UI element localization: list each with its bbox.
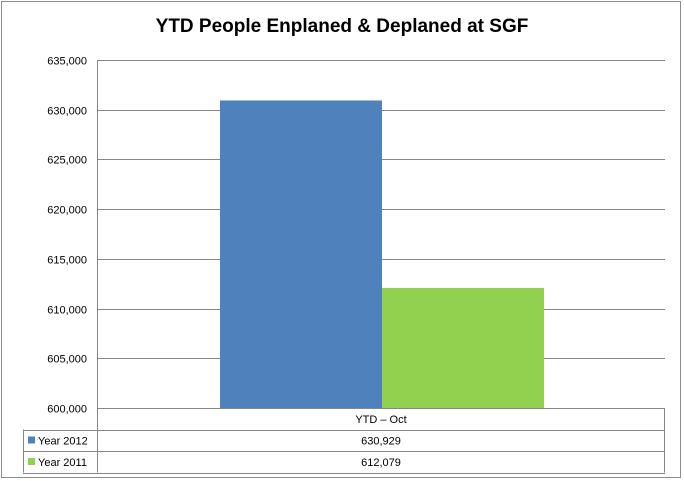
y-tick-label: 635,000 [47, 56, 87, 68]
data-value-label: 630,929 [361, 436, 401, 448]
legend-key [28, 458, 35, 465]
legend-label: Year 2012 [38, 436, 88, 448]
y-tick-label: 600,000 [47, 404, 87, 416]
data-table: YTD – Oct Year 2012 630,929 Year 2011 612,07… [23, 408, 665, 474]
y-tick-label: 630,000 [47, 106, 87, 118]
chart-title: YTD People Enplaned & Deplaned at SGF [155, 16, 529, 37]
bar-year-2011 [382, 287, 544, 408]
y-tick-label: 620,000 [47, 205, 87, 217]
y-tick-label: 615,000 [47, 255, 87, 267]
y-tick-label: 610,000 [47, 305, 87, 317]
data-value-label: 612,079 [361, 457, 401, 469]
legend-label: Year 2011 [38, 457, 87, 469]
y-axis-tick-labels: 600,000 605,000 610,000 615,000 620,000 625,0… [47, 56, 87, 416]
y-tick-label: 605,000 [47, 354, 87, 366]
legend-key [28, 436, 35, 444]
bars [220, 100, 544, 409]
bar-year-2012 [220, 100, 382, 409]
category-label: YTD – Oct [355, 414, 406, 426]
y-tick-label: 625,000 [47, 155, 87, 167]
